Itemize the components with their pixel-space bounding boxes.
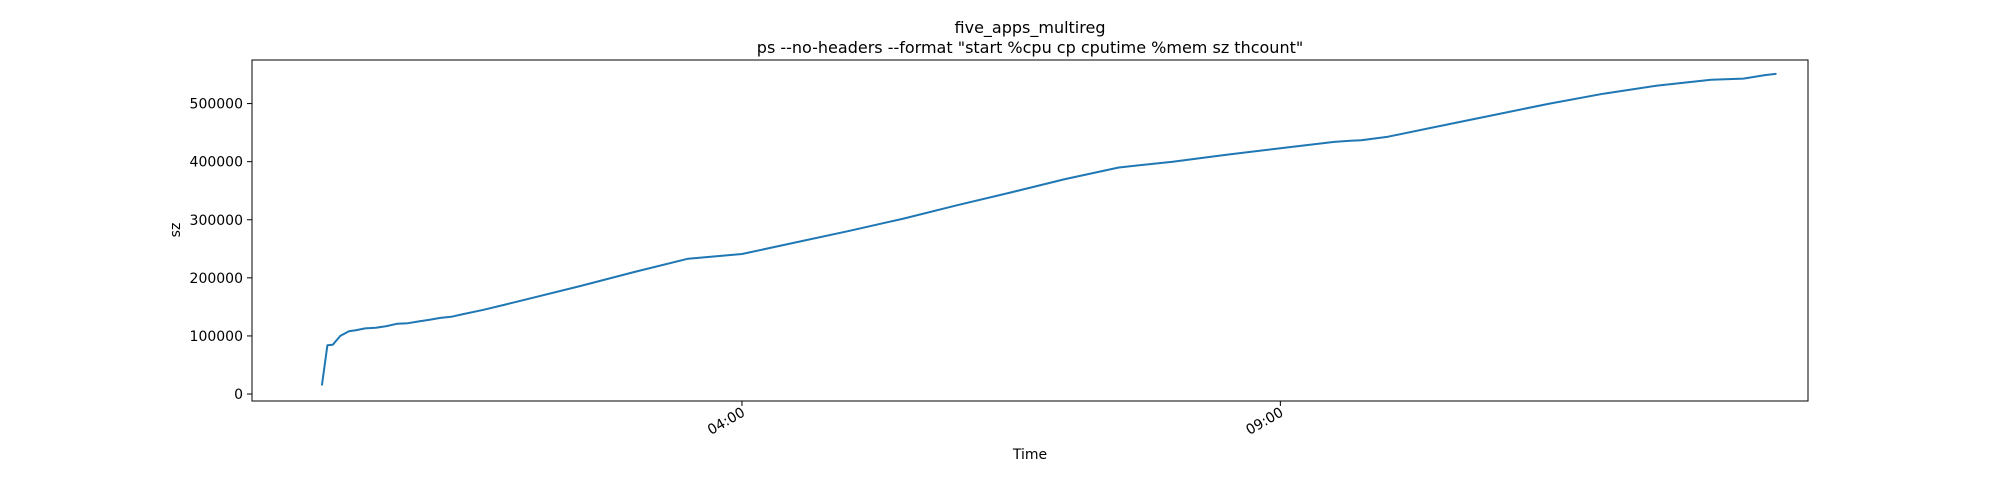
chart-title: five_apps_multireg (955, 18, 1106, 38)
y-tick-label: 300000 (190, 213, 243, 229)
x-tick-label: 04:00 (705, 405, 748, 439)
y-tick-label: 0 (234, 387, 243, 403)
y-tick-label: 100000 (190, 329, 243, 345)
y-axis: 0 100000 200000 300000 400000 500000 (190, 97, 252, 403)
x-tick-label: 09:00 (1243, 405, 1286, 439)
y-tick-label: 200000 (190, 271, 243, 287)
series-layer (321, 72, 1777, 386)
y-tick-label: 500000 (190, 97, 243, 113)
y-tick-label: 400000 (190, 155, 243, 171)
chart-subtitle: ps --no-headers --format "start %cpu cp … (757, 38, 1303, 57)
plot-area (251, 59, 1809, 402)
y-axis-label: sz (168, 223, 184, 238)
x-axis-label: Time (1012, 447, 1047, 463)
x-axis: 04:00 09:00 (705, 401, 1286, 439)
series-line-0 (321, 72, 1777, 386)
